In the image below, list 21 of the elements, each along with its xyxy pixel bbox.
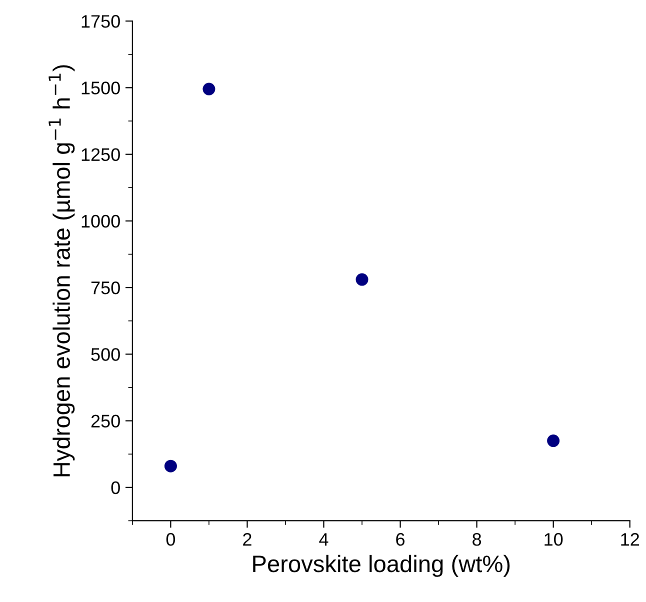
- x-tick-label: 8: [472, 533, 482, 546]
- x-tick-label: 2: [243, 533, 252, 546]
- x-axis-title: Perovskite loading (wt%): [253, 554, 510, 577]
- point: [202, 82, 216, 96]
- y-tick-label: 250: [91, 414, 120, 428]
- x-tick-label: 10: [544, 533, 563, 546]
- x-tick-label: 12: [621, 533, 639, 546]
- point: [164, 460, 177, 472]
- y-axis-title: Hydrogen evolution rate (µmol g$^{−1}$ h$^{−1}$): [48, 65, 75, 476]
- x-tick-label: 6: [396, 533, 404, 546]
- y-tick-label: 750: [91, 281, 120, 294]
- y-tick-label: 0: [111, 481, 120, 494]
- y-tick-label: 1750: [82, 15, 120, 28]
- point: [356, 273, 368, 286]
- y-tick-label: 500: [91, 348, 120, 361]
- y-tick-label: 1000: [82, 214, 120, 228]
- x-tick-label: 4: [319, 533, 328, 546]
- y-tick-label: 1250: [82, 148, 120, 162]
- y-tick-label: 1500: [82, 82, 120, 94]
- x-tick-label: 0: [166, 533, 176, 546]
- point: [547, 434, 560, 448]
